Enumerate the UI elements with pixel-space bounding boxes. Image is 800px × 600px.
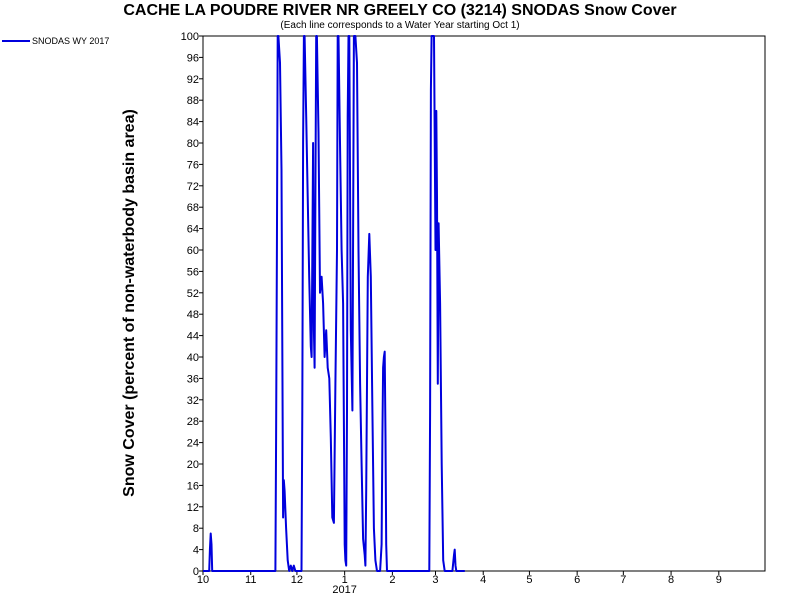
x-tick-label: 9 <box>716 574 722 586</box>
y-axis: 0481216202428323640444852566064687276808… <box>181 31 203 578</box>
y-tick-label: 16 <box>187 480 199 492</box>
y-tick-label: 80 <box>187 138 199 150</box>
x-tick-label: 3 <box>432 574 438 586</box>
y-tick-label: 32 <box>187 395 199 407</box>
y-tick-label: 76 <box>187 159 199 171</box>
y-tick-label: 100 <box>181 31 199 43</box>
y-tick-label: 36 <box>187 373 199 385</box>
y-tick-label: 60 <box>187 245 199 257</box>
x-tick-label: 1 <box>342 574 348 586</box>
y-tick-label: 72 <box>187 181 199 193</box>
x-tick-label: 2 <box>389 574 395 586</box>
x-tick-label: 6 <box>574 574 580 586</box>
y-tick-label: 44 <box>187 331 199 343</box>
x-tick-label: 7 <box>620 574 626 586</box>
y-tick-label: 0 <box>193 566 199 578</box>
y-tick-label: 84 <box>187 117 199 129</box>
x-year-label: 2017 <box>332 584 356 596</box>
series-line-1 <box>203 35 465 572</box>
x-tick-label: 11 <box>245 574 256 586</box>
y-tick-label: 4 <box>193 545 199 557</box>
y-tick-label: 92 <box>187 74 199 86</box>
y-tick-label: 88 <box>187 95 199 107</box>
y-tick-label: 8 <box>193 523 199 535</box>
legend-line-swatch <box>2 40 30 42</box>
y-tick-label: 40 <box>187 352 199 364</box>
chart-subtitle: (Each line corresponds to a Water Year s… <box>280 20 520 31</box>
y-tick-label: 48 <box>187 309 199 321</box>
y-tick-label: 28 <box>187 416 199 428</box>
y-tick-label: 64 <box>187 224 199 236</box>
legend-label-series-1: SNODAS WY 2017 <box>32 36 110 46</box>
x-tick-label: 12 <box>291 574 303 586</box>
y-tick-label: 24 <box>187 438 199 450</box>
y-tick-label: 56 <box>187 266 199 278</box>
chart-title: CACHE LA POUDRE RIVER NR GREELY CO (3214… <box>123 2 677 19</box>
y-tick-label: 20 <box>187 459 199 471</box>
plot-frame <box>202 35 766 572</box>
x-tick-label: 4 <box>480 574 486 586</box>
x-tick-label: 5 <box>526 574 532 586</box>
y-tick-label: 68 <box>187 202 199 214</box>
series-group <box>203 35 465 572</box>
y-tick-label: 52 <box>187 288 199 300</box>
x-tick-label: 8 <box>668 574 674 586</box>
legend: SNODAS WY 2017 <box>2 36 109 46</box>
y-tick-label: 96 <box>187 52 199 64</box>
x-tick-label: 10 <box>197 574 209 586</box>
y-tick-label: 12 <box>187 502 199 514</box>
